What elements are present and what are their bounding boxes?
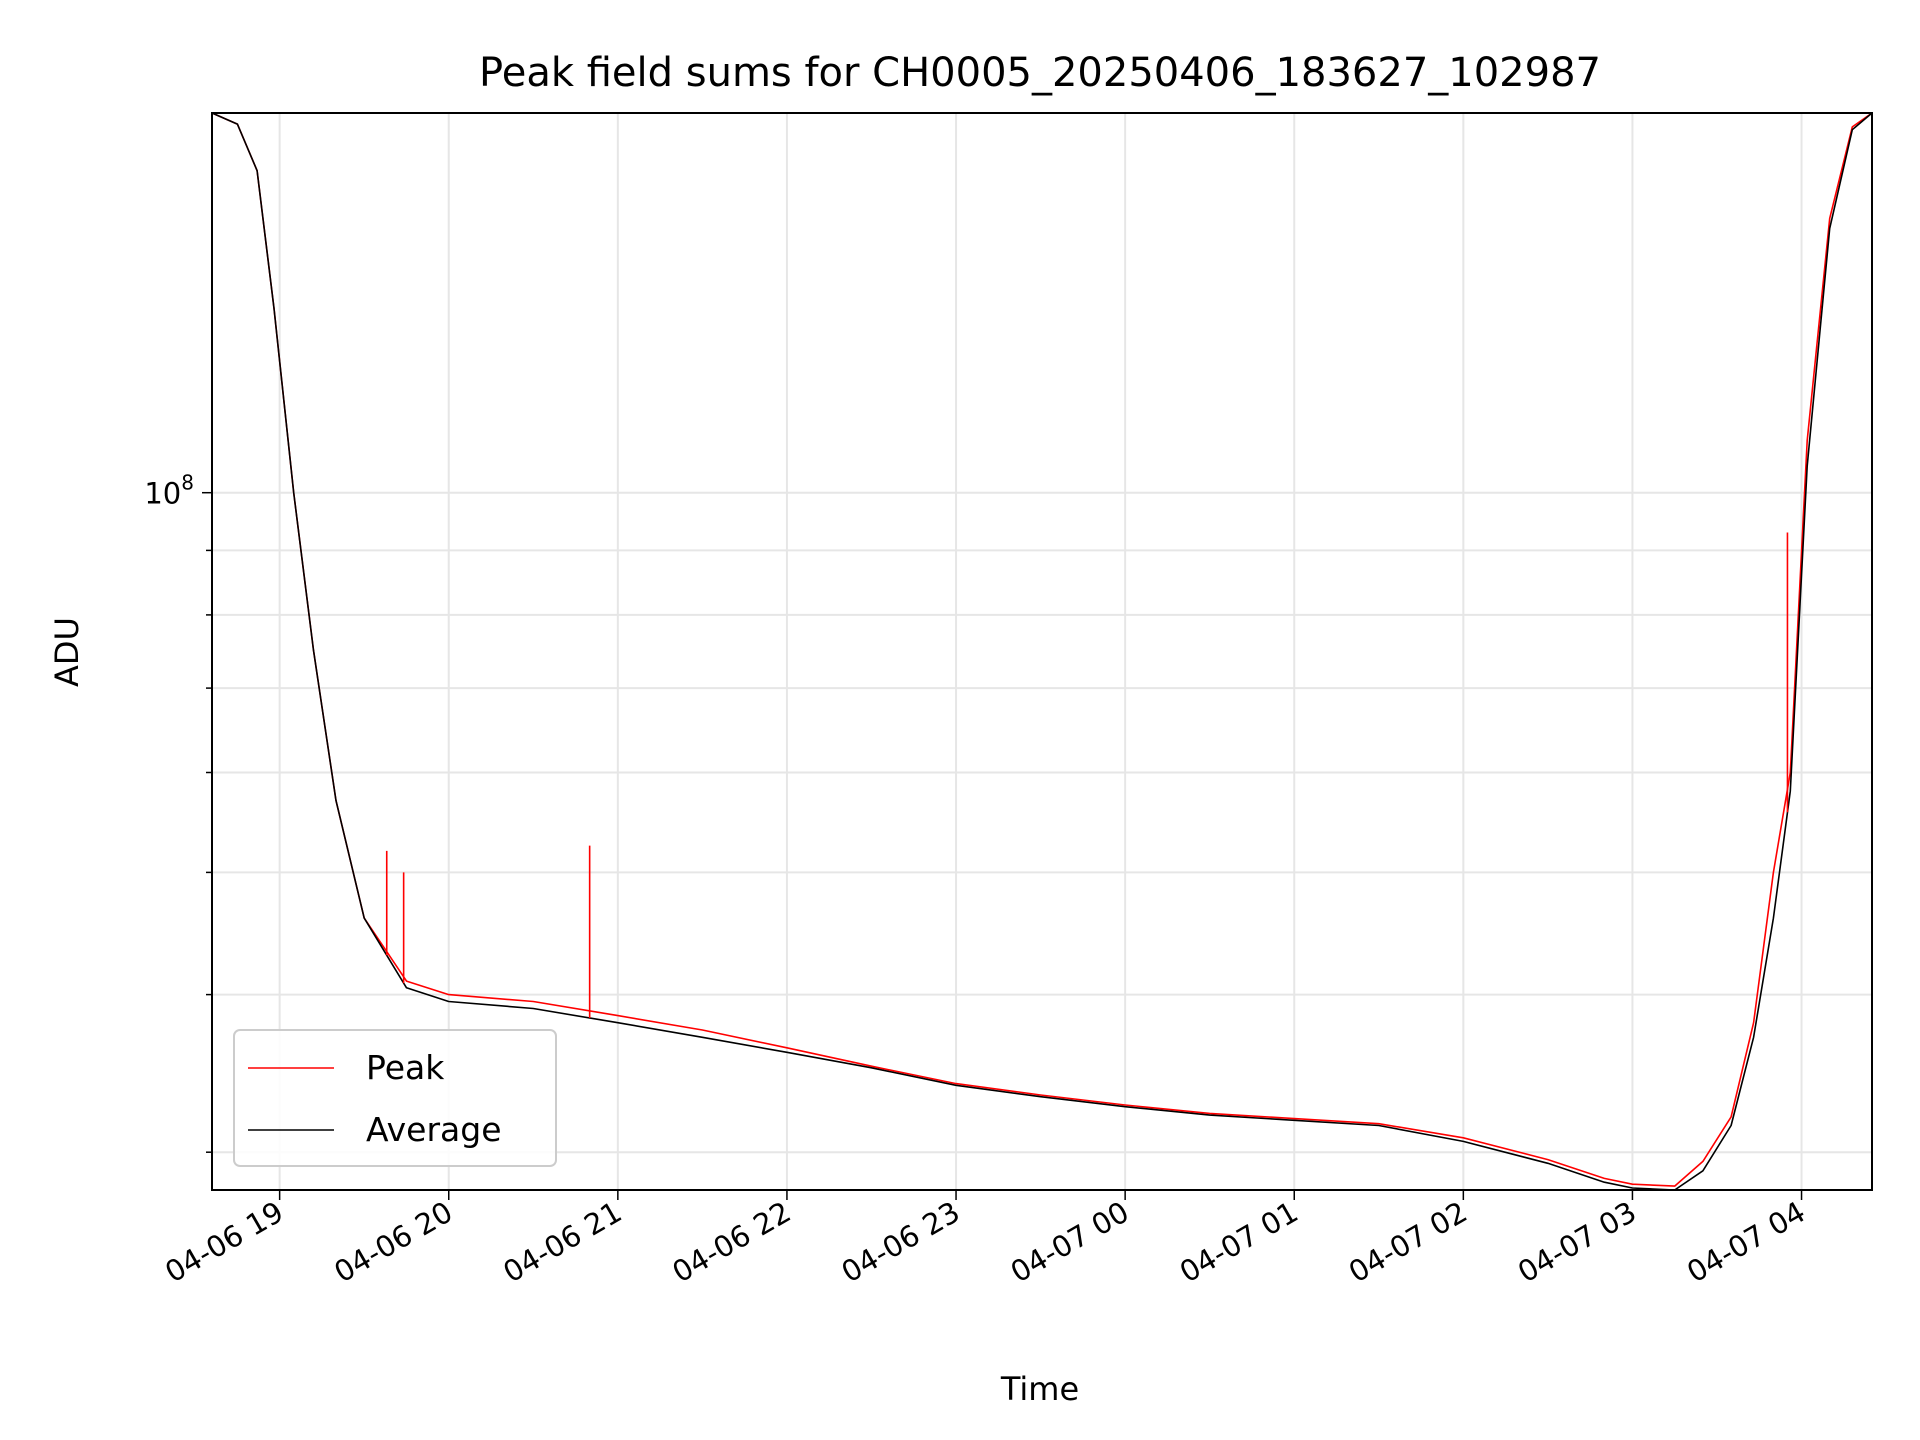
series-line-average	[211, 112, 1873, 1191]
grid	[212, 113, 1872, 1190]
plot-lines	[211, 112, 1873, 1191]
legend-average-label: Average	[366, 1110, 502, 1149]
x-axis-label: Time	[1000, 1370, 1079, 1408]
legend: Peak Average	[233, 1029, 557, 1167]
legend-box	[233, 1029, 557, 1167]
y-tick-label: 108	[144, 471, 194, 511]
y-axis-label: ADU	[48, 617, 86, 687]
chart-title: Peak field sums for CH0005_20250406_1836…	[479, 50, 1601, 96]
plot-frame	[211, 112, 1873, 1191]
legend-peak-label: Peak	[366, 1048, 445, 1087]
